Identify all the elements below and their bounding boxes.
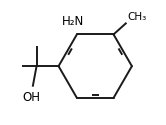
Text: CH₃: CH₃ <box>127 12 146 22</box>
Text: H₂N: H₂N <box>62 15 84 28</box>
Text: OH: OH <box>23 91 41 104</box>
